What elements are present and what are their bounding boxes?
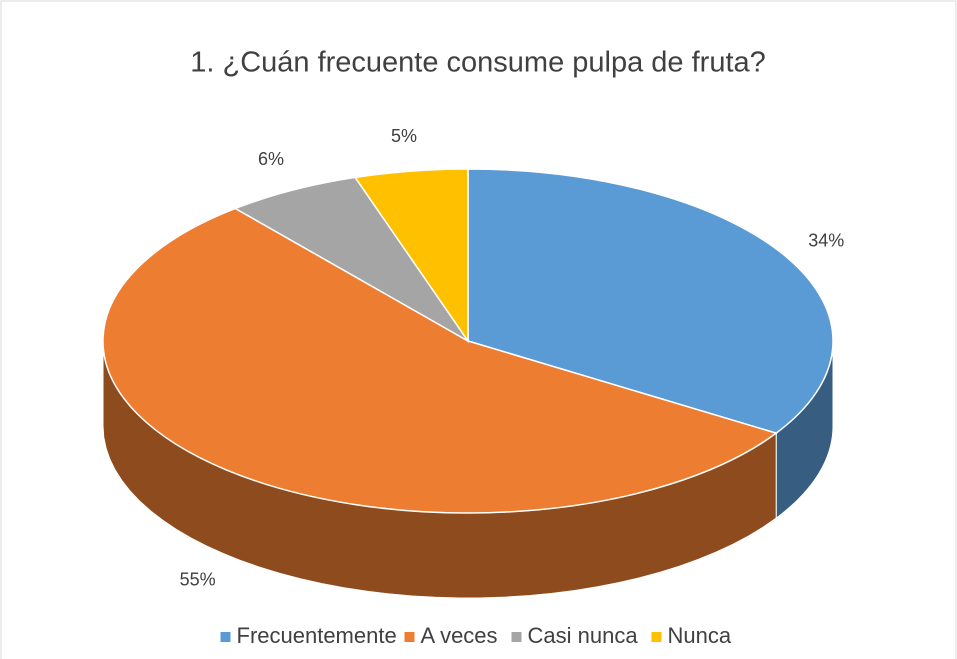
data-label: 34% [808, 230, 844, 250]
data-label: 6% [258, 149, 284, 169]
pie-slice [102, 207, 778, 514]
chart-title: 1. ¿Cuán frecuente consume pulpa de frut… [190, 47, 766, 79]
legend-label: A veces [421, 623, 498, 648]
legend-label: Nunca [668, 623, 732, 648]
legend-label: Frecuentemente [237, 623, 397, 648]
pie-slice [467, 168, 834, 434]
legend-swatch [651, 632, 662, 642]
legend-swatch [404, 632, 415, 642]
legend-swatch [511, 632, 522, 642]
data-label: 5% [391, 126, 417, 146]
pie-slice [233, 176, 469, 342]
data-label: 55% [180, 570, 216, 590]
legend-swatch [220, 632, 231, 642]
legend-label: Casi nunca [528, 623, 639, 648]
pie-slice [353, 168, 469, 344]
